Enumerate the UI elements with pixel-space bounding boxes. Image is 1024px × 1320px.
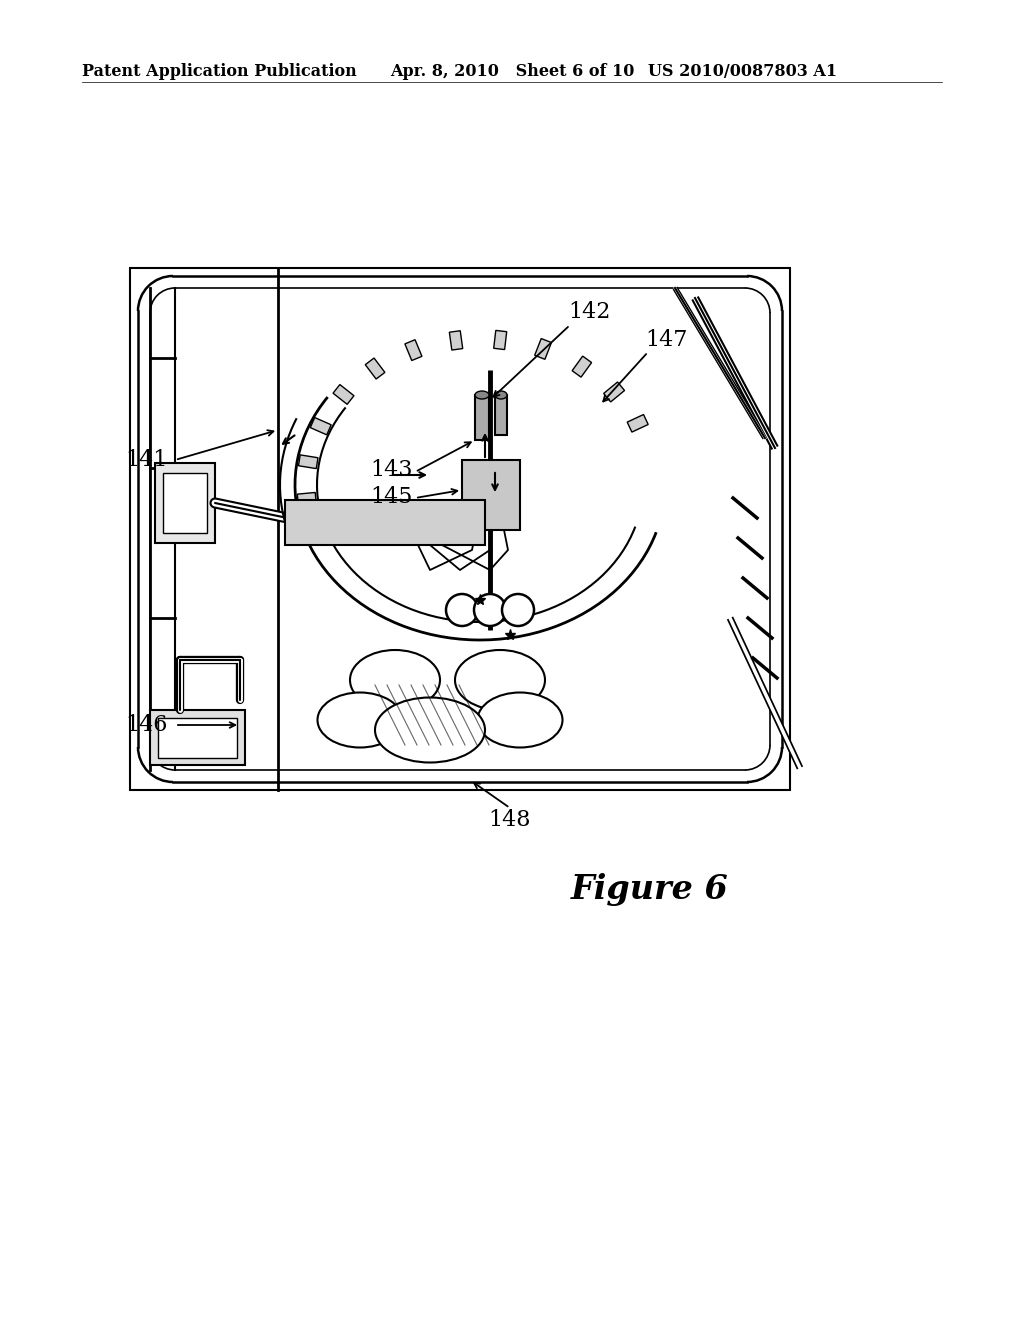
Circle shape	[446, 594, 478, 626]
Text: 147: 147	[645, 329, 687, 351]
Bar	[494, 330, 507, 350]
Bar	[298, 455, 318, 469]
Text: Figure 6: Figure 6	[571, 874, 729, 907]
Bar	[572, 356, 592, 378]
Bar	[366, 358, 385, 379]
Bar	[462, 459, 520, 531]
Bar	[310, 417, 331, 434]
Text: Apr. 8, 2010   Sheet 6 of 10: Apr. 8, 2010 Sheet 6 of 10	[390, 63, 635, 81]
Ellipse shape	[455, 649, 545, 710]
Bar	[604, 381, 625, 403]
Bar	[306, 527, 327, 544]
Bar	[475, 395, 489, 440]
Ellipse shape	[350, 649, 440, 710]
Bar	[155, 463, 215, 543]
Text: 143: 143	[370, 459, 413, 480]
Bar	[404, 339, 422, 360]
Ellipse shape	[317, 693, 402, 747]
Ellipse shape	[475, 391, 489, 399]
Bar	[297, 492, 316, 506]
Text: US 2010/0087803 A1: US 2010/0087803 A1	[648, 63, 838, 81]
Bar	[150, 710, 245, 766]
Bar	[495, 395, 507, 436]
Bar	[158, 718, 237, 758]
Circle shape	[502, 594, 534, 626]
Ellipse shape	[495, 391, 507, 399]
Bar	[285, 500, 485, 545]
Bar	[163, 473, 207, 533]
Ellipse shape	[375, 697, 485, 763]
Text: Patent Application Publication: Patent Application Publication	[82, 63, 356, 81]
Circle shape	[474, 594, 506, 626]
Bar	[450, 331, 463, 350]
Text: 142: 142	[568, 301, 610, 323]
Text: 145: 145	[370, 486, 413, 508]
Text: 146: 146	[126, 714, 168, 737]
Ellipse shape	[477, 693, 562, 747]
Text: 141: 141	[126, 449, 168, 471]
Bar	[535, 338, 552, 359]
Bar	[130, 268, 790, 789]
Bar	[628, 414, 648, 432]
Bar	[333, 384, 354, 404]
Text: 148: 148	[488, 809, 531, 832]
